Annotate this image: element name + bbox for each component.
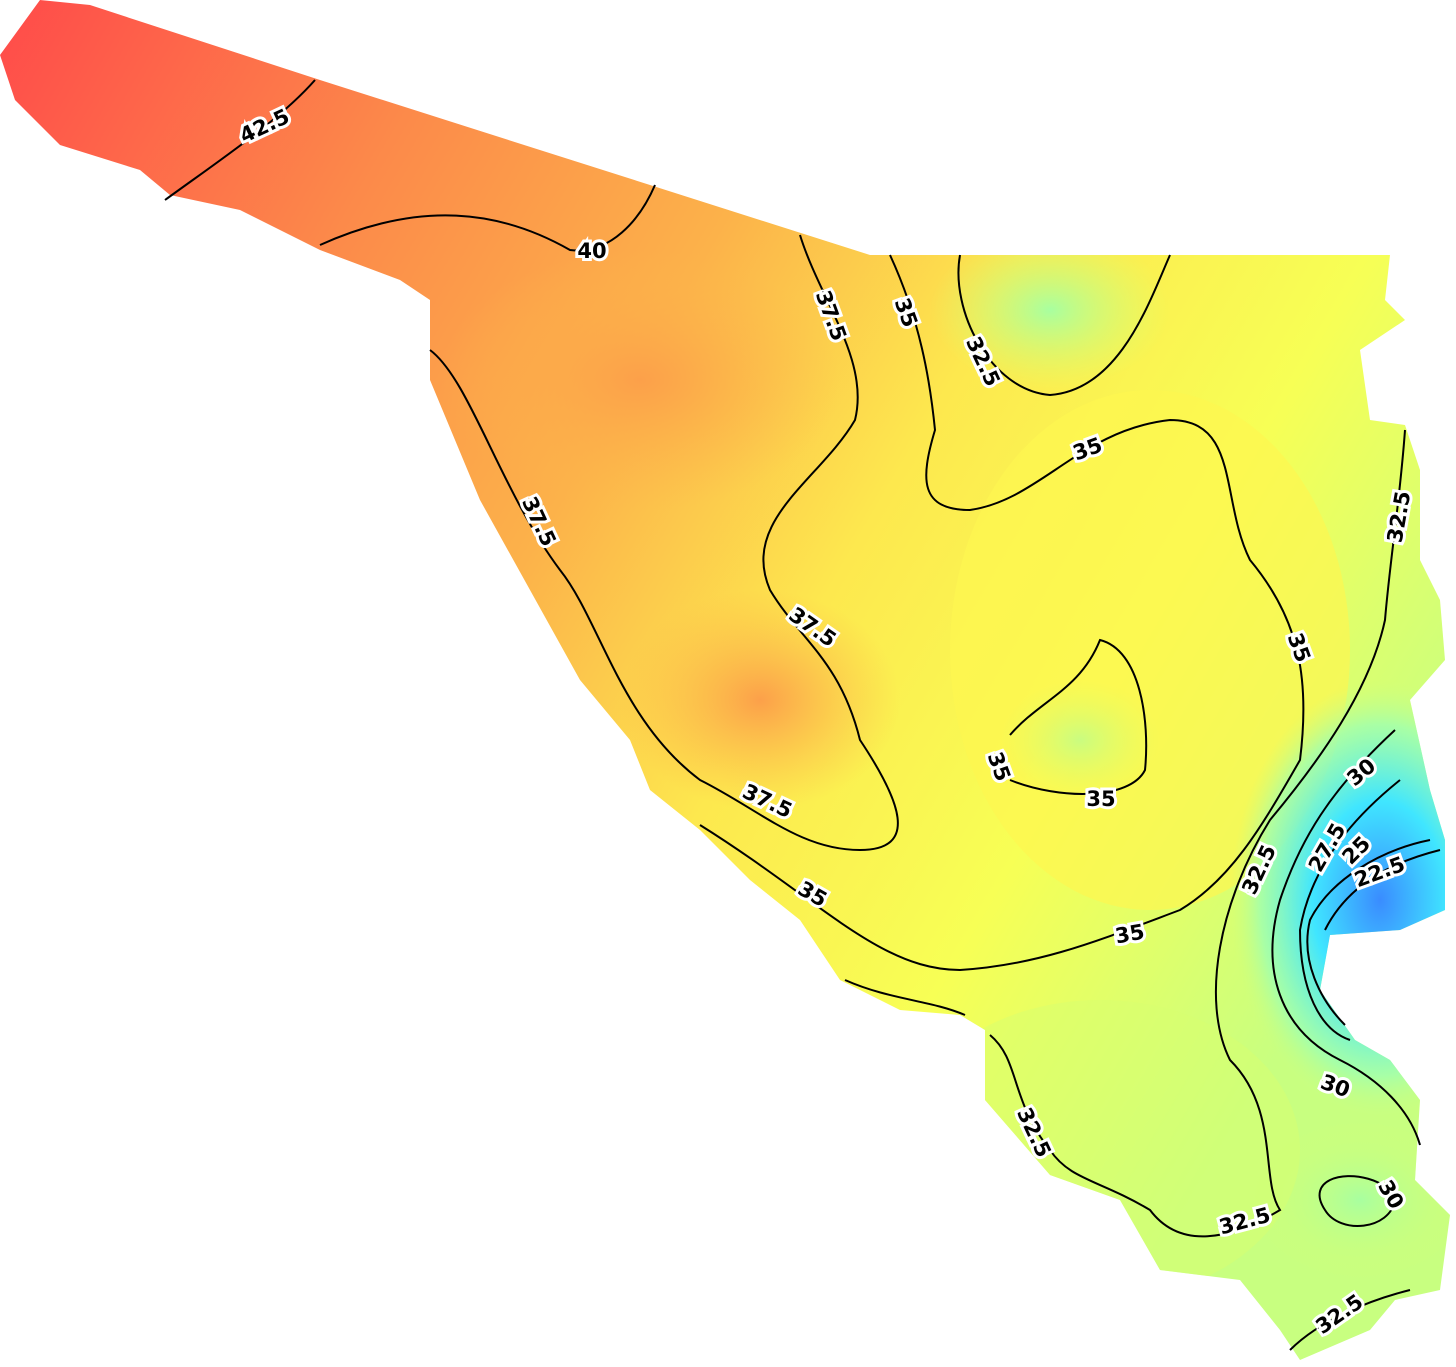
contour-lines [164, 79, 1441, 1351]
contour-label: 35 [1086, 787, 1115, 811]
contour-label: 35 [1113, 920, 1146, 949]
contour-label: 40 [577, 239, 606, 263]
